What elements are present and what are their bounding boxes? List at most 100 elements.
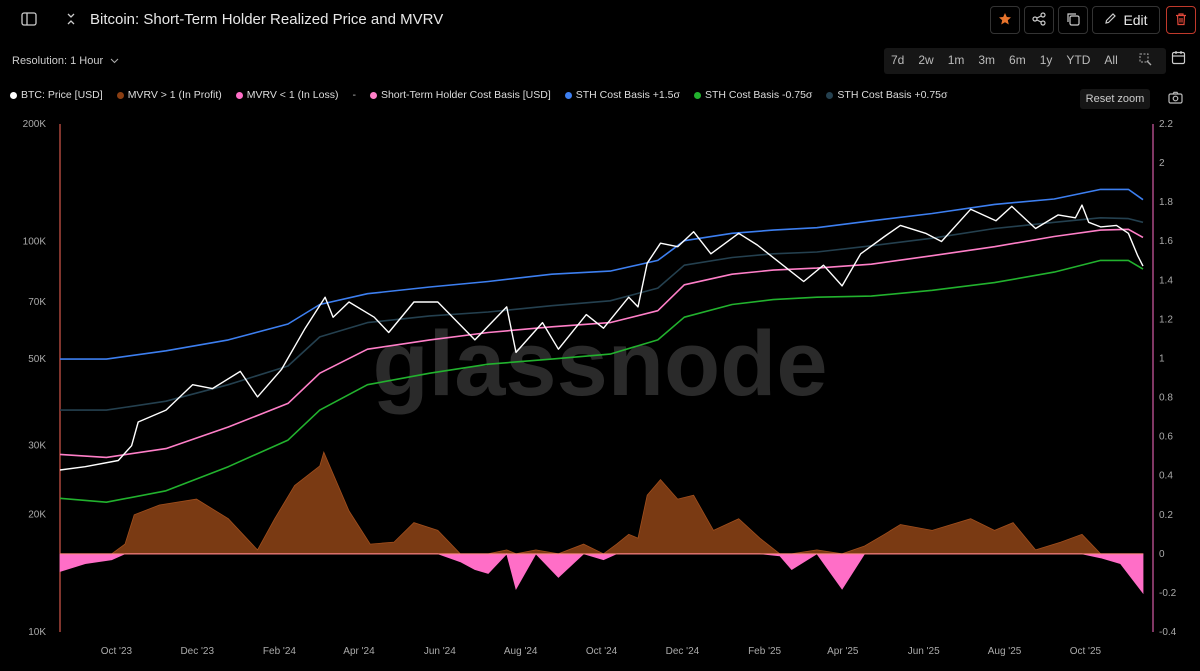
x-tick-label: Feb '24 <box>263 646 296 657</box>
sth-minus-0-75-line <box>59 259 1144 503</box>
calendar-button[interactable] <box>1163 46 1193 74</box>
chevron-down-icon <box>110 55 119 67</box>
left-tick-label: 200K <box>23 119 47 130</box>
trash-icon <box>1174 12 1188 29</box>
range-3m[interactable]: 3m <box>978 53 996 67</box>
right-tick-label: -0.2 <box>1159 588 1177 599</box>
legend-label: STH Cost Basis -0.75σ <box>704 89 813 101</box>
legend-swatch <box>235 91 243 99</box>
legend-item-sth-minus-0-75[interactable]: STH Cost Basis -0.75σ <box>693 89 813 101</box>
copy-icon <box>1066 12 1080 29</box>
x-tick-label: Apr '25 <box>827 646 859 657</box>
x-tick-label: Dec '24 <box>666 646 700 657</box>
legend-label: MVRV < 1 (In Loss) <box>246 89 339 101</box>
time-range-selector: 7d 2w 1m 3m 6m 1y YTD All <box>884 48 1166 74</box>
legend-swatch <box>116 91 124 99</box>
range-all[interactable]: All <box>1104 53 1118 67</box>
left-tick-label: 30K <box>28 441 46 452</box>
resolution-label: Resolution: 1 Hour <box>12 55 104 67</box>
range-1y[interactable]: 1y <box>1039 53 1053 67</box>
legend-label: STH Cost Basis +1.5σ <box>575 89 680 101</box>
delete-button[interactable] <box>1166 6 1196 34</box>
chart-legend: BTC: Price [USD] MVRV > 1 (In Profit) MV… <box>10 89 962 101</box>
screenshot-button[interactable] <box>1168 91 1183 109</box>
series-lines <box>59 188 1144 503</box>
header-bar: Bitcoin: Short-Term Holder Realized Pric… <box>0 0 1200 40</box>
sth-cost-basis-line <box>59 228 1144 459</box>
legend-label: Short-Term Holder Cost Basis [USD] <box>380 89 551 101</box>
right-tick-label: 0.4 <box>1159 471 1173 482</box>
collapse-button[interactable] <box>56 6 86 34</box>
edit-label: Edit <box>1123 12 1148 28</box>
x-tick-label: Oct '24 <box>586 646 618 657</box>
legend-item-sth-plus-1-5[interactable]: STH Cost Basis +1.5σ <box>564 89 680 101</box>
legend-swatch <box>10 91 17 99</box>
x-tick-label: Aug '25 <box>988 646 1022 657</box>
right-tick-label: 2.2 <box>1159 119 1173 130</box>
resolution-select[interactable]: Resolution: 1 Hour <box>12 55 119 67</box>
favorite-button[interactable] <box>990 6 1020 34</box>
reset-zoom-button[interactable]: Reset zoom <box>1080 89 1150 109</box>
calendar-icon <box>1171 50 1186 70</box>
range-ytd[interactable]: YTD <box>1066 53 1091 67</box>
right-tick-label: 1 <box>1159 353 1165 364</box>
edit-button[interactable]: Edit <box>1092 6 1160 34</box>
legend-swatch <box>693 91 701 99</box>
star-icon <box>998 12 1012 29</box>
pencil-icon <box>1104 12 1117 28</box>
right-tick-label: 1.6 <box>1159 236 1173 247</box>
zoom-select-button[interactable] <box>1125 48 1166 74</box>
x-tick-label: Jun '24 <box>424 646 456 657</box>
legend-swatch <box>564 91 572 99</box>
legend-swatch <box>826 91 834 99</box>
x-tick-label: Feb '25 <box>748 646 781 657</box>
zoom-select-icon <box>1132 50 1159 74</box>
legend-item-sth-cost-basis[interactable]: Short-Term Holder Cost Basis [USD] <box>369 89 551 101</box>
range-2w[interactable]: 2w <box>918 53 934 67</box>
share-button[interactable] <box>1024 6 1054 34</box>
sth-plus-0-75-line <box>60 217 1144 411</box>
sth-plus-1-5-line <box>60 188 1144 360</box>
watermark: glassnode <box>372 313 827 415</box>
sidebar-toggle-button[interactable] <box>14 6 44 34</box>
left-tick-label: 70K <box>28 297 46 308</box>
right-tick-label: 2 <box>1159 158 1165 169</box>
left-tick-label: 10K <box>28 627 46 638</box>
share-icon <box>1032 11 1046 29</box>
sidebar-icon <box>21 11 37 29</box>
range-7d[interactable]: 7d <box>891 53 905 67</box>
x-tick-label: Apr '24 <box>343 646 375 657</box>
collapse-icon <box>64 12 78 29</box>
right-tick-label: 0.6 <box>1159 432 1173 443</box>
legend-swatch <box>369 91 377 99</box>
btc-price-line <box>59 204 1144 471</box>
range-1m[interactable]: 1m <box>947 53 965 67</box>
mvrv-profit-area <box>59 451 1144 555</box>
right-tick-label: 0 <box>1159 549 1165 560</box>
legend-item-mvrv-loss[interactable]: MVRV < 1 (In Loss) <box>235 89 339 101</box>
page-title: Bitcoin: Short-Term Holder Realized Pric… <box>90 11 444 28</box>
mvrv-area <box>59 451 1144 595</box>
left-tick-label: 100K <box>23 237 47 248</box>
legend-label: STH Cost Basis +0.75σ <box>837 89 948 101</box>
left-tick-label: 50K <box>28 354 46 365</box>
legend-label: BTC: Price [USD] <box>21 89 103 101</box>
right-tick-label: -0.4 <box>1159 627 1177 638</box>
x-tick-label: Oct '23 <box>101 646 133 657</box>
mvrv-loss-area <box>59 553 1144 595</box>
camera-icon <box>1168 91 1183 108</box>
x-tick-label: Aug '24 <box>504 646 538 657</box>
legend-item-btc-price[interactable]: BTC: Price [USD] <box>10 89 103 101</box>
x-tick-label: Dec '23 <box>180 646 214 657</box>
legend-item-sth-plus-0-75[interactable]: STH Cost Basis +0.75σ <box>826 89 948 101</box>
right-tick-label: 1.4 <box>1159 275 1173 286</box>
range-6m[interactable]: 6m <box>1009 53 1026 67</box>
legend-item-mvrv-profit[interactable]: MVRV > 1 (In Profit) <box>116 89 222 101</box>
legend-label: MVRV > 1 (In Profit) <box>127 89 222 101</box>
right-tick-label: 0.2 <box>1159 510 1173 521</box>
left-tick-label: 20K <box>28 509 46 520</box>
duplicate-button[interactable] <box>1058 6 1088 34</box>
legend-separator: - <box>352 89 356 101</box>
x-tick-label: Oct '25 <box>1070 646 1102 657</box>
